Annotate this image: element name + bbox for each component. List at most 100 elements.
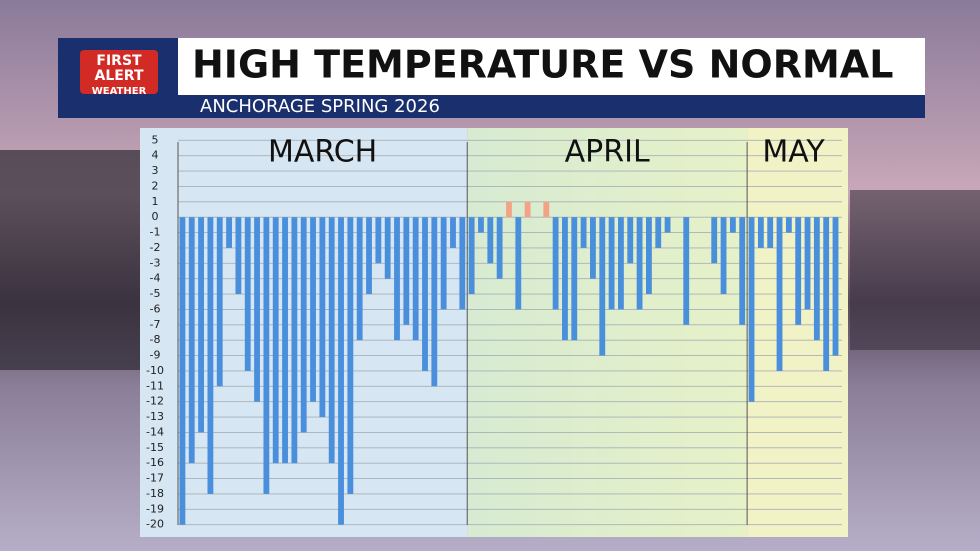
y-tick-label: -15 <box>146 441 164 454</box>
logo-badge <box>80 50 158 94</box>
bar <box>300 217 307 433</box>
bar <box>524 201 531 218</box>
bar <box>832 217 839 356</box>
y-tick-label: -5 <box>150 287 161 300</box>
bar <box>655 217 662 248</box>
bar <box>207 217 214 494</box>
y-tick-label: -16 <box>146 456 164 469</box>
y-tick-label: -7 <box>150 318 161 331</box>
bar <box>776 217 783 371</box>
chart-title: HIGH TEMPERATURE VS NORMAL <box>192 43 893 87</box>
bar <box>795 217 802 325</box>
y-tick-label: 0 <box>152 210 159 223</box>
bar <box>785 217 792 233</box>
bar <box>254 217 260 402</box>
y-tick-label: -8 <box>150 333 161 346</box>
chart-subtitle: ANCHORAGE SPRING 2026 <box>200 96 440 117</box>
y-tick-label: -17 <box>146 472 164 485</box>
month-background <box>747 128 848 537</box>
bar <box>478 217 484 233</box>
bar <box>599 217 606 356</box>
bar <box>319 217 326 418</box>
y-tick-label: -6 <box>150 302 161 315</box>
bar <box>440 217 447 310</box>
brand-line: ALERT <box>94 68 143 84</box>
bar <box>468 217 475 295</box>
bar <box>636 217 643 310</box>
bar <box>422 217 428 371</box>
y-tick-label: 3 <box>152 164 159 177</box>
bar <box>664 217 671 233</box>
y-tick-label: 4 <box>152 149 159 162</box>
bar <box>580 217 587 248</box>
bar <box>179 217 186 525</box>
bar <box>263 217 270 494</box>
bar <box>552 217 559 310</box>
bar <box>412 217 419 341</box>
y-tick-label: -19 <box>146 502 164 515</box>
trees-right <box>850 190 980 350</box>
y-tick-label: -9 <box>150 349 161 362</box>
brand-line: FIRST <box>96 53 142 69</box>
month-label: APRIL <box>565 135 650 170</box>
bar <box>627 217 634 264</box>
y-tick-label: 2 <box>152 179 159 192</box>
bar <box>403 217 410 325</box>
bar <box>226 217 232 248</box>
y-tick-label: 5 <box>152 133 159 146</box>
bar <box>375 217 382 264</box>
bar <box>496 217 503 279</box>
bar <box>543 201 550 218</box>
bar <box>366 217 372 295</box>
bar <box>188 217 195 464</box>
bar <box>515 217 522 310</box>
bar <box>757 217 764 248</box>
bar <box>823 217 830 371</box>
bar <box>282 217 288 464</box>
bar <box>711 217 718 264</box>
y-tick-label: 1 <box>152 195 159 208</box>
bar <box>608 217 615 310</box>
bar <box>216 217 223 387</box>
bar <box>646 217 652 295</box>
bar <box>198 217 204 433</box>
bar <box>571 217 578 341</box>
bar <box>338 217 344 525</box>
bar <box>384 217 391 279</box>
month-label: MAY <box>762 135 825 170</box>
bar <box>729 217 736 233</box>
bar <box>272 217 279 464</box>
subtitle-bar <box>178 95 925 118</box>
y-tick-label: -12 <box>146 395 164 408</box>
y-tick-label: -4 <box>150 272 161 285</box>
bar <box>562 217 568 341</box>
bar <box>767 217 774 248</box>
bar <box>310 217 316 402</box>
bar <box>748 217 755 402</box>
bar <box>720 217 727 295</box>
bar <box>618 217 624 310</box>
bar <box>590 217 596 279</box>
plot: 5 4 3 2 1 0 -1 -2 -3 -4 -5 -6 -7 -8 -9 -10 -11 -12 -13 -14 -… <box>140 128 848 537</box>
bar <box>394 217 400 341</box>
title-bar <box>178 38 925 95</box>
brand-line: WEATHER <box>92 86 147 97</box>
trees-left <box>0 150 140 370</box>
bar <box>683 217 690 325</box>
month-background <box>467 128 748 537</box>
y-tick-label: -2 <box>150 241 161 254</box>
bar <box>459 217 466 310</box>
bar <box>813 217 820 341</box>
bar <box>487 217 494 264</box>
bar <box>431 217 438 387</box>
bar <box>450 217 456 248</box>
bar <box>804 217 811 310</box>
y-tick-label: -20 <box>146 518 164 531</box>
bar <box>739 217 746 325</box>
y-tick-label: -3 <box>150 256 161 269</box>
bar <box>506 201 512 218</box>
y-tick-label: -14 <box>146 425 164 438</box>
bar <box>347 217 354 494</box>
y-tick-label: -11 <box>146 379 164 392</box>
